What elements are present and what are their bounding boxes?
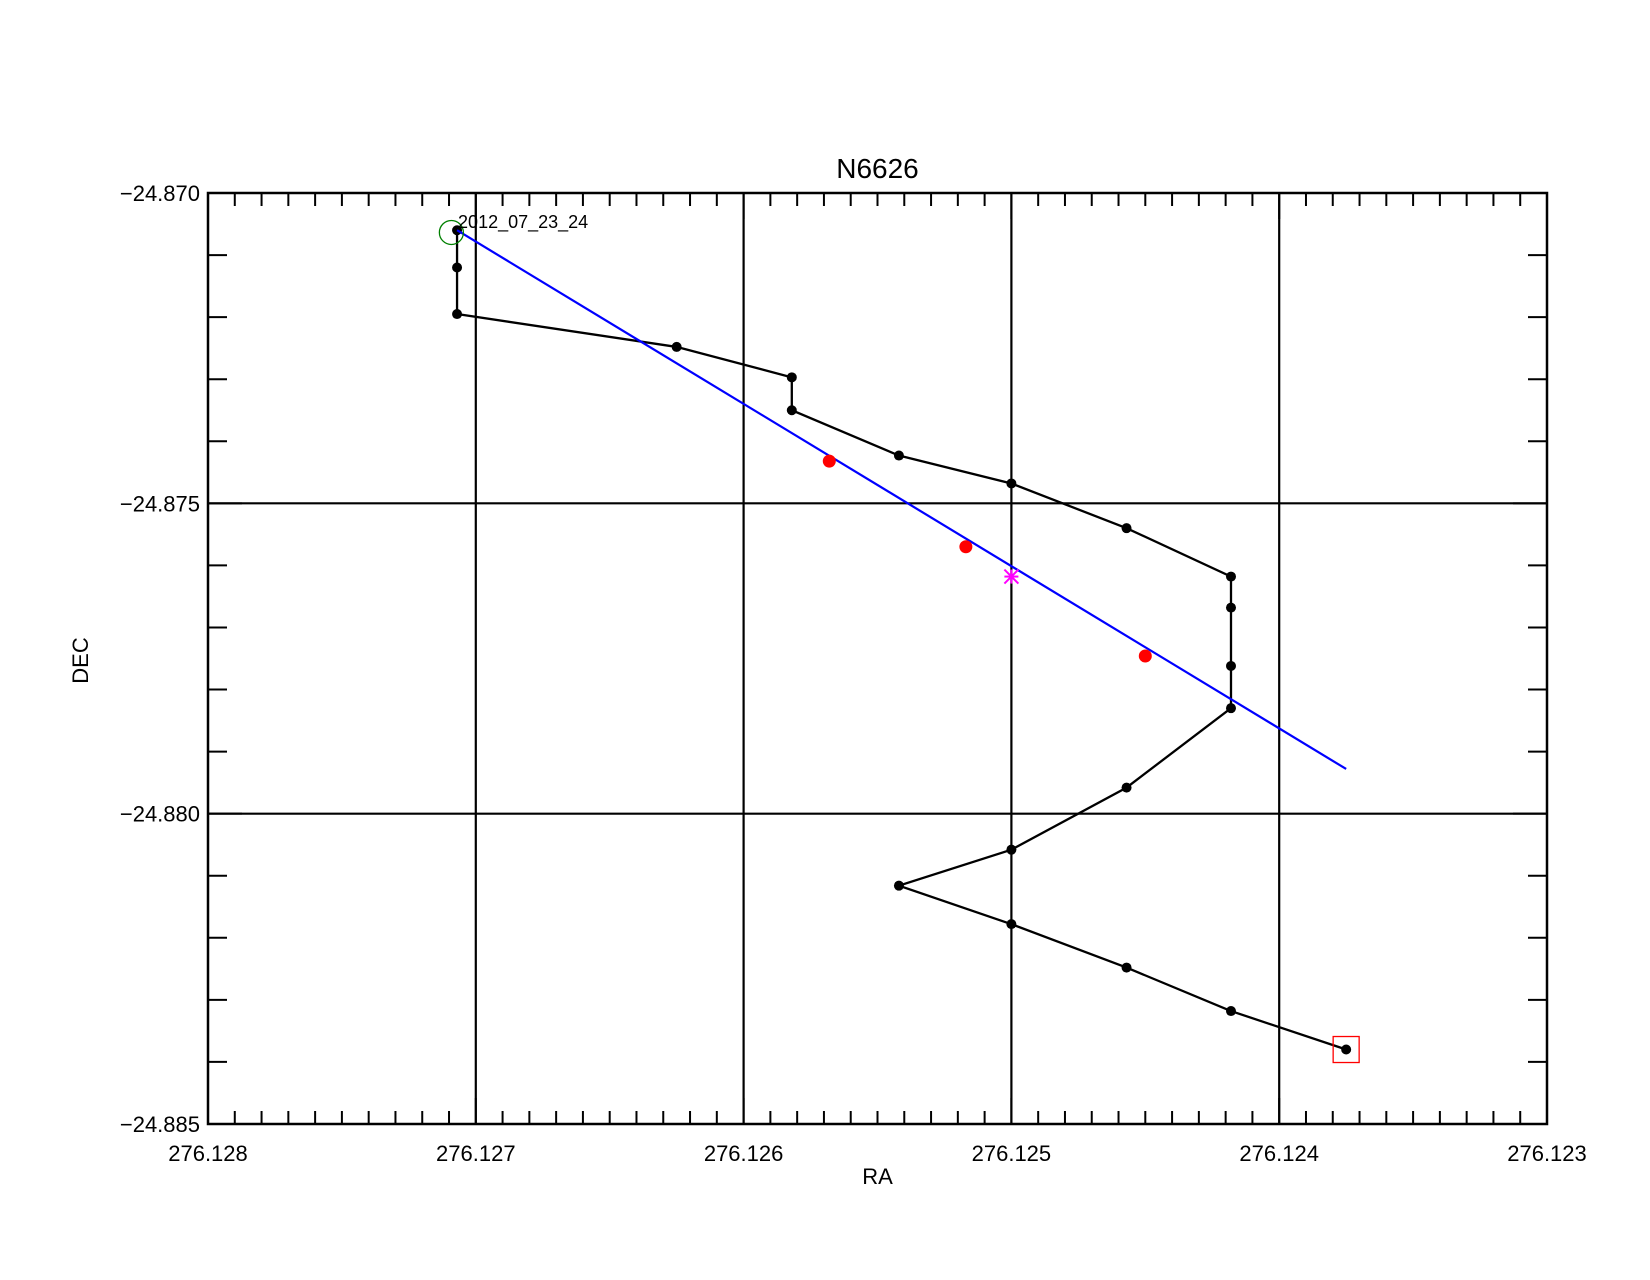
y-tick-label: −24.875 — [120, 491, 200, 516]
track-point — [1121, 782, 1132, 793]
track-point — [1341, 1044, 1352, 1055]
x-axis-label: RA — [862, 1164, 893, 1189]
marked-point — [1138, 649, 1152, 663]
plot-frame — [206, 191, 1549, 1126]
marked-point — [822, 454, 836, 468]
y-axis-label: DEC — [68, 637, 93, 684]
data-layer: 2012_07_23_24 — [438, 212, 1360, 1064]
y-tick-label: −24.870 — [120, 181, 200, 206]
axis-ticks — [207, 192, 1548, 1125]
track-line — [455, 230, 1347, 1051]
x-tick-label: 276.124 — [1239, 1141, 1319, 1166]
track-point — [893, 880, 904, 891]
track-point — [1225, 602, 1236, 613]
end-square-marker — [1332, 1035, 1360, 1064]
track-point — [1006, 919, 1017, 930]
track-point — [1121, 523, 1132, 534]
annotation-label: 2012_07_23_24 — [458, 212, 588, 233]
track-point — [452, 309, 463, 320]
track-point — [786, 405, 797, 416]
y-tick-label: −24.885 — [120, 1112, 200, 1137]
track-point — [671, 341, 682, 352]
track-point — [1006, 844, 1017, 855]
grid-lines — [208, 193, 1547, 1124]
track-point — [1006, 478, 1017, 489]
track-point — [1225, 703, 1236, 714]
start-circle-marker — [438, 219, 465, 246]
marked-point — [959, 540, 973, 554]
track-point — [1225, 571, 1236, 582]
x-tick-label: 276.127 — [436, 1141, 516, 1166]
track-point — [893, 450, 904, 461]
y-tick-label: −24.880 — [120, 802, 200, 827]
chart-title: N6626 — [836, 153, 919, 184]
x-tick-label: 276.123 — [1507, 1141, 1587, 1166]
track-point — [1225, 660, 1236, 671]
track-point — [786, 372, 797, 383]
center-asterisk-marker — [1003, 568, 1020, 585]
track-point — [1121, 962, 1132, 973]
x-tick-label: 276.128 — [168, 1141, 248, 1166]
tick-labels: 276.128 276.127 276.126 276.125 276.124 276.1… — [120, 181, 1587, 1166]
track-point — [452, 262, 463, 273]
x-tick-label: 276.126 — [704, 1141, 784, 1166]
x-tick-label: 276.125 — [972, 1141, 1052, 1166]
track-point — [1225, 1006, 1236, 1017]
fit-line — [456, 229, 1347, 770]
